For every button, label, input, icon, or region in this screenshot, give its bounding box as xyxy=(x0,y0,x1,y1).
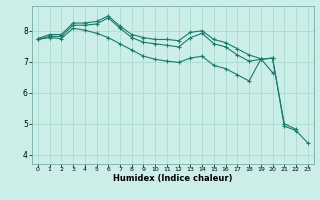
X-axis label: Humidex (Indice chaleur): Humidex (Indice chaleur) xyxy=(113,174,233,183)
